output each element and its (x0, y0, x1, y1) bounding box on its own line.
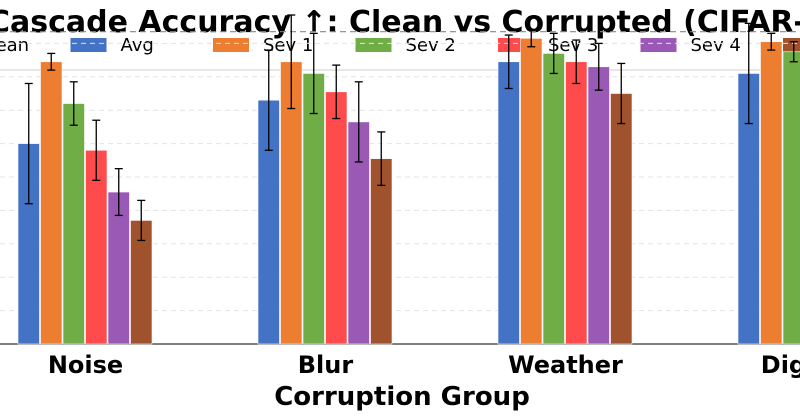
x-tick-weather: Weather (508, 351, 623, 379)
bar-weather-avg (497, 61, 520, 345)
plot-area (0, 14, 800, 345)
bar-noise-sev-1 (40, 61, 63, 345)
error-bar-digital-avg (744, 22, 753, 125)
error-bar-weather-sev-2 (549, 32, 558, 75)
bar-blur-sev-5 (370, 158, 393, 345)
x-axis-label: Corruption Group (274, 382, 530, 412)
error-bar-weather-sev-4 (594, 42, 603, 91)
error-bar-noise-sev-1 (47, 52, 56, 71)
legend-swatch (70, 38, 107, 52)
legend-swatch (640, 38, 677, 52)
legend-label: Sev 2 (406, 35, 456, 56)
error-bar-weather-sev-3 (572, 39, 581, 85)
bars (17, 38, 800, 345)
bar-weather-sev-5 (610, 93, 633, 345)
error-bar-digital-sev-1 (767, 32, 776, 51)
legend-item-clean: Clean (0, 35, 29, 56)
error-bar-blur-sev-4 (354, 81, 363, 163)
error-bar-blur-avg (264, 49, 273, 151)
error-bar-weather-avg (504, 34, 513, 90)
legend-label: Sev 3 (548, 35, 598, 56)
legend-item-sev-1: Sev 1 (213, 35, 313, 56)
error-bar-blur-sev-2 (309, 32, 318, 115)
error-bar-weather-sev-1 (527, 29, 536, 48)
error-bar-noise-sev-5 (137, 199, 146, 242)
legend-item-sev-3: Sev 3 (498, 35, 598, 56)
x-tick-blur: Blur (298, 351, 354, 379)
error-bar-blur-sev-3 (332, 64, 341, 120)
error-bar-digital-sev-2 (789, 41, 798, 63)
legend-label: Sev 1 (263, 35, 313, 56)
legend-swatch (213, 38, 249, 52)
bar-noise-sev-2 (62, 103, 85, 345)
error-bar-noise-sev-4 (114, 167, 123, 217)
legend-label: Clean (0, 35, 29, 56)
bar-weather-sev-2 (542, 53, 565, 345)
legend-item-sev-2: Sev 2 (355, 35, 456, 56)
legend-label: Avg (121, 35, 154, 56)
bar-weather-sev-4 (587, 66, 610, 345)
legend-item-sev-4: Sev 4 (640, 35, 741, 56)
error-bars (24, 14, 798, 242)
x-tick-digital: Digital (761, 351, 800, 379)
bar-weather-sev-1 (520, 38, 543, 345)
error-bar-noise-sev-3 (92, 119, 101, 181)
error-bar-blur-sev-5 (377, 131, 386, 187)
error-bar-noise-sev-2 (69, 81, 78, 126)
legend-swatch (783, 38, 800, 52)
legend-label: Sev 4 (691, 35, 741, 56)
legend-swatch (355, 38, 392, 52)
error-bar-blur-sev-1 (287, 14, 296, 110)
chart-title: Cascade Accuracy ↑: Clean vs Corrupted (… (0, 5, 800, 40)
error-bar-weather-sev-5 (617, 62, 626, 125)
bar-digital-sev-1 (760, 41, 783, 345)
legend-item-avg: Avg (70, 35, 154, 56)
bar-blur-sev-3 (325, 91, 348, 345)
x-tick-noise: Noise (48, 351, 123, 379)
x-tick-labels: Noise Blur Weather Digital (48, 351, 800, 379)
bar-digital-sev-2 (782, 51, 800, 345)
error-bar-noise-avg (24, 82, 33, 205)
grid (0, 31, 800, 345)
bar-weather-sev-3 (565, 61, 588, 345)
